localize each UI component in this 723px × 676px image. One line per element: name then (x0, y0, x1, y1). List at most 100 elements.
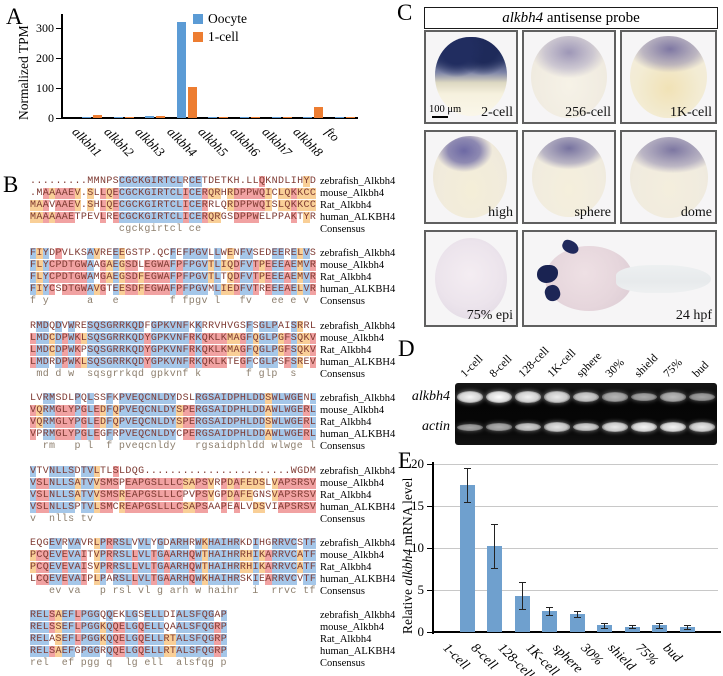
bar-sphere (569, 614, 585, 632)
lane-label-8-cell: 8-cell (487, 352, 515, 380)
gel-band-alkbh4-sphere (572, 391, 599, 403)
embryo-image (532, 137, 606, 217)
chart-legend: Oocyte 1-cell (193, 11, 263, 47)
alignment-row: LMDCDPWKLSQSGRRKQDYGPKVNFRKQKLKMAGFQGLPG… (30, 332, 385, 344)
alignment-row: RELSAEFLPGGQQEKLGSELLDIALSFQGAP zebrafish… (30, 610, 396, 622)
error-cap-shield (628, 624, 636, 626)
stage-label: 2-cell (481, 105, 513, 120)
gel-band-alkbh4-128-cell (514, 391, 541, 403)
error-bar-30% (604, 622, 605, 628)
error-bar-128-cell (521, 582, 523, 610)
lane-label-bud: bud (690, 359, 712, 380)
alignment-row: FIYDPVLKSAVREEEGSTP.QCFEFPGVLLWENFVSEDEE… (30, 248, 396, 260)
consensus-label: Consensus (320, 513, 365, 525)
error-bar-75% (659, 622, 660, 628)
stage-label: sphere (574, 205, 611, 220)
bar-1-cell-alkbh7 (282, 117, 292, 118)
y-tick-mark (427, 632, 432, 633)
sequence-row-label: mouse_Alkbh4 (320, 622, 385, 634)
embryo-cell-dome: dome (620, 130, 717, 224)
gel-row-label-alkbh4: alkbh4 (411, 389, 450, 404)
x-axis-label-alkbh8: alkbh8 (290, 124, 327, 160)
bar-Oocyte-alkbh5 (208, 117, 218, 118)
panel-a-label: A (6, 4, 23, 29)
lane-label-128-cell: 128-cell (516, 344, 552, 380)
consensus-label: Consensus (320, 441, 365, 453)
probe-title-box: alkbh4 antisense probe (424, 7, 718, 29)
error-cap-8-cell (491, 568, 498, 570)
panel-e-label: E (398, 448, 413, 473)
alignment-row: RELSSEFLPGGKQQELGQELLQAALSFQGRP mouse_Alk… (30, 622, 385, 634)
alignment-row: VSLNLLSATVVSMSREAPGSLLLCPVPSVGPDAFEGNSVA… (30, 489, 372, 501)
x-axis (62, 117, 358, 119)
gel-band-actin-128-cell (514, 422, 541, 432)
alignment-row: LMDRDPWKLSQSGRRKQDYGPKVNFRKQKLKTEGFCGLPS… (30, 356, 396, 368)
sequence-row-label: human_ALKBH4 (320, 284, 396, 296)
lane-label-30%: 30% (603, 356, 627, 380)
y-tick-label: 20 (411, 456, 424, 471)
sequence-row-label: mouse_Alkbh4 (320, 332, 385, 344)
bar-1-cell-alkbh2 (124, 117, 134, 118)
embryo-cell-256-cell: 256-cell (522, 30, 616, 124)
sequence-row-label: zebrafish_Alkbh4 (320, 176, 396, 187)
y-tick-label: 5 (417, 582, 425, 597)
alignment-row: MAAVAAEV.SHLQECGCKGIRTCLICERRLQRDPPWQISL… (30, 200, 372, 211)
alignment-row: PCQEVEVAISVPRRSLLVLTGAARHQWTHAIHRRHIKARR… (30, 562, 372, 573)
error-cap-30% (601, 622, 608, 624)
gel-band-actin-75% (660, 422, 687, 432)
error-cap-1K-cell (546, 606, 553, 608)
error-cap-8-cell (491, 524, 498, 526)
bar-Oocyte-alkbh7 (271, 117, 281, 118)
error-cap-75% (656, 627, 663, 629)
alignment-row: VPRMGLYPGLEGFRPVEQCNLDYCPERGSAIDPHLDDAWL… (30, 429, 396, 441)
gel-band-actin-sphere (572, 422, 599, 432)
embryo-cell-2-cell: 2-cell 100 μm (424, 30, 518, 124)
x-axis-label-fto: fto (322, 124, 343, 145)
y-tick-label: 200 (36, 51, 54, 65)
y-tick-label: 0 (48, 111, 54, 125)
panel-c-label: C (397, 0, 413, 25)
alignment-row: RELSAEFGPGGRQQELGQELLRTALSFQGRP human_ALK… (30, 646, 396, 658)
gel-band-actin-1-cell (456, 423, 483, 431)
sequence-row-label: Rat_Alkbh4 (320, 344, 372, 356)
sequence-row-label: mouse_Alkbh4 (320, 260, 385, 272)
sequence-row-label: mouse_Alkbh4 (320, 550, 385, 561)
bar-8-cell (487, 546, 502, 632)
embryo-image (435, 36, 507, 116)
bar-Oocyte-alkbh3 (145, 115, 155, 118)
sequence-row-label: zebrafish_Alkbh4 (320, 610, 396, 622)
error-bar-bud (686, 624, 688, 630)
y-tick-mark (427, 506, 432, 507)
gridline (434, 506, 718, 507)
consensus-row: md d w sqsgrrkqd gpkvnf k f glp s Consen… (30, 368, 365, 380)
consensus-row: cgckgirtcl ce Consensus (30, 224, 365, 235)
alignment-row: VSLNLLSPTVLSMCREAPGSLLLCSAPSAAPEALVDSVIA… (30, 501, 396, 513)
stage-label: 256-cell (565, 105, 611, 120)
gel-band-actin-bud (689, 422, 716, 432)
sequence-row-label: Rat_Alkbh4 (320, 272, 372, 284)
gel-band-actin-1K-cell (543, 422, 570, 432)
y-tick-label: 0 (417, 624, 425, 639)
alignment-row: FIYCSDTGWAVGTEESDFEGWAFPFPGVMLIEDFVTREEE… (30, 284, 396, 296)
alignment-row: LCQEVEVAIPLPARSLLVLTGAARHQWKHAIHRSKIEARR… (30, 574, 396, 585)
y-tick-label: 10 (411, 540, 424, 555)
y-tick-mark (56, 28, 61, 29)
bar-1-cell-fto (345, 117, 355, 118)
alignment-row: .........MMNPSCGCKGIRTCLRCETDETKH.LLQKND… (30, 176, 396, 187)
consensus-row: rel ef pgg q lg ell alsfqg p Consensus (30, 658, 365, 670)
x-axis-label-alkbh5: alkbh5 (195, 124, 232, 160)
sequence-row-label: zebrafish_Alkbh4 (320, 465, 396, 477)
gel-band-alkbh4-1K-cell (543, 391, 570, 403)
bar-Oocyte-alkbh4 (176, 22, 186, 118)
error-cap-bud (683, 629, 691, 631)
bar-1-cell-alkbh1 (93, 115, 102, 118)
bar-shield (624, 626, 640, 632)
probe-title-rest: antisense probe (543, 10, 640, 26)
embryo-cell-75% epi: 75% epi (424, 230, 518, 327)
gel-row-label-actin: actin (422, 419, 450, 434)
bar-1-cell-alkbh8 (314, 106, 324, 118)
alignment-row: PCQEVEVAITVPRRSLLVLTGAARHQWTHAIHRRHIKARR… (30, 550, 385, 561)
x-axis-label-bud: bud (660, 640, 686, 665)
gel-band-alkbh4-bud (689, 392, 716, 402)
x-axis-label-alkbh3: alkbh3 (132, 124, 169, 160)
